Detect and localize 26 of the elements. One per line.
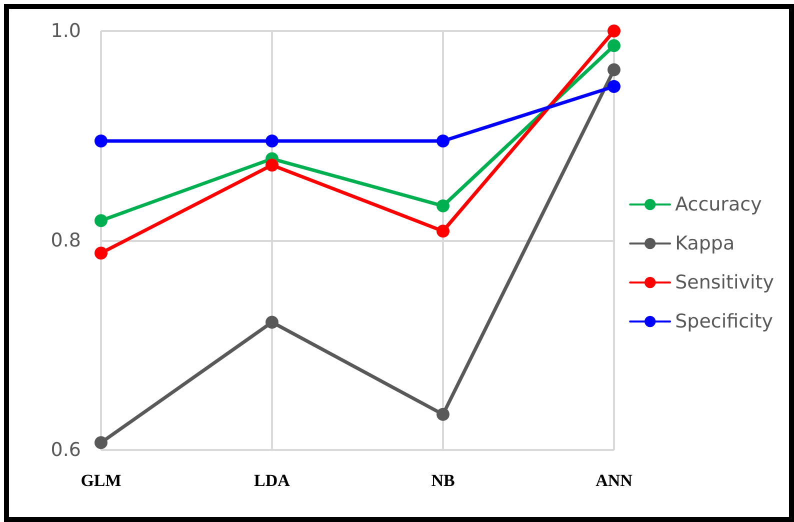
point bbox=[94, 246, 108, 260]
x-tick-label: LDA bbox=[254, 471, 291, 490]
point bbox=[608, 24, 620, 38]
legend-label: Kappa bbox=[675, 232, 735, 254]
point bbox=[436, 199, 450, 212]
x-tick-label: ANN bbox=[596, 471, 634, 490]
legend-label: Accuracy bbox=[675, 194, 762, 216]
point bbox=[608, 80, 620, 94]
point bbox=[94, 134, 108, 148]
point bbox=[608, 39, 620, 52]
point bbox=[608, 63, 620, 76]
point bbox=[436, 134, 450, 148]
x-tick-label: GLM bbox=[80, 471, 122, 490]
legend-label: Sensitivity bbox=[675, 272, 774, 294]
legend-label: Specificity bbox=[675, 310, 774, 332]
point bbox=[436, 224, 450, 238]
y-tick-label: 1.0 bbox=[50, 20, 81, 42]
point bbox=[266, 316, 278, 329]
point bbox=[436, 408, 450, 421]
point bbox=[266, 134, 278, 148]
point bbox=[94, 436, 108, 450]
y-tick-label: 0.6 bbox=[50, 439, 81, 461]
point bbox=[266, 158, 278, 172]
y-tick-label: 0.8 bbox=[50, 230, 81, 252]
point bbox=[94, 214, 108, 228]
x-tick-label: NB bbox=[431, 471, 455, 490]
